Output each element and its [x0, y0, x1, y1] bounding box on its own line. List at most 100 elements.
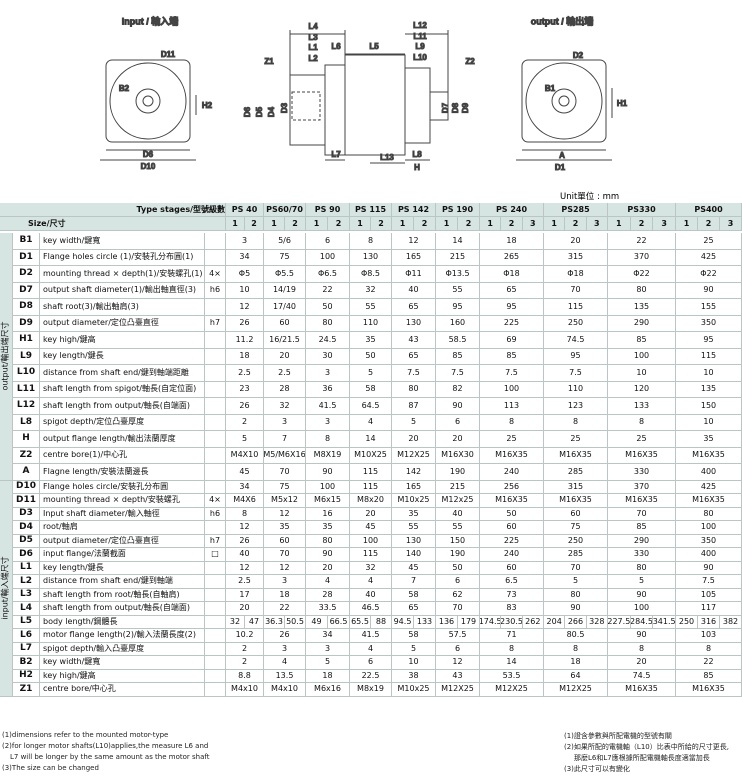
dimension-label: L11: [413, 32, 427, 41]
value-cell: 20: [608, 656, 676, 670]
value-cell: 40: [226, 548, 264, 562]
value-cell: 3: [306, 642, 350, 656]
value-cell: 25: [676, 233, 742, 250]
value-cell: 250: [544, 315, 608, 332]
value-cell: 60: [264, 534, 306, 548]
model-header: PS 40: [226, 203, 264, 217]
dimension-label: L4: [308, 22, 318, 31]
value-cell: 115: [676, 348, 742, 365]
value-cell: 22: [608, 233, 676, 250]
value-cell: 69: [480, 332, 544, 349]
value-cell: M6x16: [306, 683, 350, 697]
value-cell: 100: [676, 521, 742, 535]
row-description: input flange/法蘭截面: [40, 548, 205, 562]
value-cell: 28: [264, 381, 306, 398]
value-cell: 284.5: [630, 615, 654, 629]
value-cell: 115: [544, 299, 608, 316]
value-cell: 40: [350, 588, 392, 602]
row-tolerance: [205, 431, 226, 448]
stage-header: 2: [565, 217, 587, 231]
value-cell: 100: [306, 249, 350, 266]
footnote: 那麼L6和L7應根據所配電機軸長度適當加長: [574, 754, 710, 762]
row-tolerance: [205, 398, 226, 415]
row-code: D10: [13, 480, 40, 494]
value-cell: 115: [350, 464, 392, 481]
value-cell: Φ5: [226, 266, 264, 283]
row-code: H2: [13, 669, 40, 683]
dimension-label: B2: [119, 84, 130, 93]
model-header: PS 115: [350, 203, 392, 217]
value-cell: 7.5: [480, 365, 544, 382]
value-cell: 62: [436, 588, 480, 602]
value-cell: 20: [264, 348, 306, 365]
row-tolerance: [205, 588, 226, 602]
value-cell: 80: [544, 588, 608, 602]
value-cell: M10X25: [350, 447, 392, 464]
value-cell: 5: [306, 656, 350, 670]
value-cell: 20: [392, 431, 436, 448]
value-cell: 85: [608, 332, 676, 349]
value-cell: 22.5: [350, 669, 392, 683]
value-cell: 16/21.5: [264, 332, 306, 349]
dimension-label: L5: [369, 42, 379, 51]
value-cell: M5x12: [264, 494, 306, 508]
header-cell: Size/尺寸: [0, 217, 226, 231]
value-cell: 10.2: [226, 629, 264, 643]
stage-header: 1: [226, 217, 245, 231]
value-cell: 45: [226, 464, 264, 481]
value-cell: 135: [608, 299, 676, 316]
value-cell: 60: [480, 561, 544, 575]
dimension-label: D7: [441, 102, 450, 113]
section-label-text: input/輸入端尺寸: [1, 556, 10, 620]
row-tolerance: h7: [205, 534, 226, 548]
row-tolerance: [205, 669, 226, 683]
stage-header: 3: [720, 217, 742, 231]
dimension-label: L3: [308, 33, 318, 42]
value-cell: 12: [226, 521, 264, 535]
value-cell: 73: [480, 588, 544, 602]
row-tolerance: [205, 332, 226, 349]
row-description: mounting thread × depth(1)/安裝螺孔(1): [40, 266, 205, 283]
row-description: key high/鍵高: [40, 332, 205, 349]
value-cell: 117: [676, 602, 742, 616]
footnote: (2)for longer motor shafts(L10)applies,t…: [2, 742, 209, 750]
value-cell: 5: [608, 575, 676, 589]
value-cell: 70: [264, 464, 306, 481]
stage-header: 2: [630, 217, 654, 231]
value-cell: Φ8.5: [350, 266, 392, 283]
value-cell: 115: [350, 480, 392, 494]
value-cell: 18: [226, 348, 264, 365]
value-cell: 6: [350, 656, 392, 670]
value-cell: 18: [264, 588, 306, 602]
value-cell: 12: [392, 233, 436, 250]
value-cell: 33.5: [306, 602, 350, 616]
unit: Unit單位 : mm: [560, 192, 620, 202]
value-cell: 55: [436, 282, 480, 299]
value-cell: 330: [608, 464, 676, 481]
value-cell: 2: [226, 642, 264, 656]
value-cell: M12X25: [436, 683, 480, 697]
value-cell: 50: [436, 561, 480, 575]
value-cell: 26: [226, 534, 264, 548]
row-description: shaft length from output/軸長(自端面): [40, 398, 205, 415]
stage-header: 1: [608, 217, 631, 231]
value-cell: M4X10: [226, 447, 264, 464]
value-cell: 71: [480, 629, 544, 643]
value-cell: 400: [676, 548, 742, 562]
value-cell: 95: [676, 332, 742, 349]
value-cell: 133: [608, 398, 676, 415]
value-cell: 2.5: [226, 365, 264, 382]
value-cell: 58.5: [436, 332, 480, 349]
row-tolerance: [205, 561, 226, 575]
drawings: input / 輸入端 output / 輸出端 D11 B2 H2 D6 D10 L4 L…: [100, 15, 628, 173]
value-cell: 40: [436, 507, 480, 521]
model-header: PS 90: [306, 203, 350, 217]
stage-header: 2: [698, 217, 720, 231]
value-cell: 46.5: [350, 602, 392, 616]
value-cell: 285: [544, 548, 608, 562]
value-cell: 6: [306, 233, 350, 250]
row-tolerance: [205, 233, 226, 250]
model-header: PS285: [544, 203, 608, 217]
value-cell: 17/40: [264, 299, 306, 316]
